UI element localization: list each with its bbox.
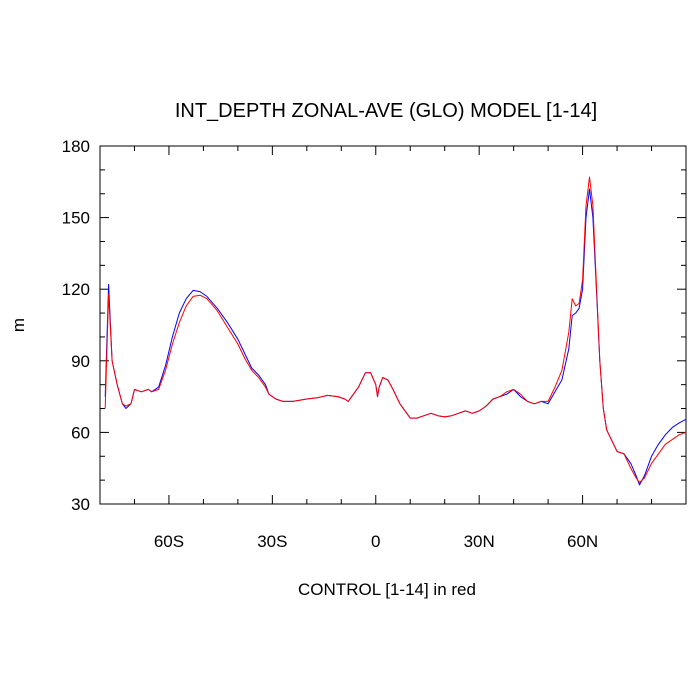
y-tick-label: 90	[71, 352, 90, 371]
chart-title: INT_DEPTH ZONAL-AVE (GLO) MODEL [1-14]	[175, 100, 597, 122]
y-tick-label: 60	[71, 423, 90, 442]
x-tick-label: 60N	[567, 532, 598, 551]
plot-frame	[99, 145, 687, 505]
y-tick-label: 150	[62, 209, 90, 228]
y-tick-label: 180	[62, 137, 90, 156]
series-line-control	[104, 176, 687, 483]
y-axis-label: m	[9, 318, 28, 332]
x-tick-label: 60S	[154, 532, 184, 551]
x-axis: 60S 30S 0 30N 60N	[99, 146, 687, 551]
x-tick-label: 0	[371, 532, 380, 551]
y-tick-label: 30	[71, 495, 90, 514]
x-axis-label: CONTROL [1-14] in red	[298, 580, 476, 599]
series-group	[104, 176, 687, 486]
x-tick-label: 30N	[464, 532, 495, 551]
x-tick-label: 30S	[257, 532, 287, 551]
y-tick-label: 120	[62, 280, 90, 299]
y-axis: 30 60 90 120 150 180	[62, 137, 686, 514]
